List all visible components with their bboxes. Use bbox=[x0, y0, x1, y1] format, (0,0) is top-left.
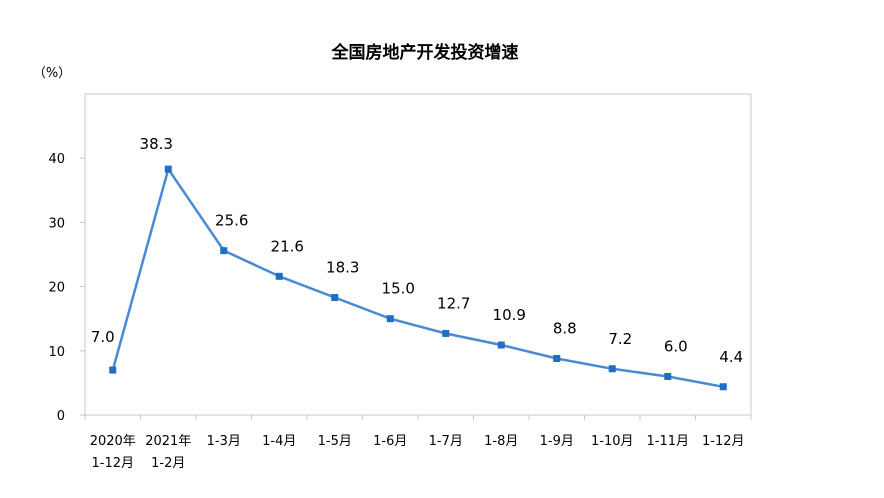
data-point-marker bbox=[608, 365, 616, 373]
y-tick-label: 0 bbox=[57, 409, 65, 424]
x-tick-label: 1-8月 bbox=[484, 434, 518, 449]
data-markers bbox=[109, 165, 727, 391]
x-tick-label: 1-6月 bbox=[373, 434, 407, 449]
data-point-marker bbox=[442, 329, 450, 337]
x-tick-label: 1-12月 bbox=[702, 434, 745, 449]
chart-title: 全国房地产开发投资增速 bbox=[331, 42, 519, 63]
data-label: 6.0 bbox=[664, 337, 688, 355]
data-label: 25.6 bbox=[215, 212, 248, 230]
data-point-marker bbox=[164, 165, 172, 173]
x-tick-label: 2020年 bbox=[90, 434, 136, 449]
y-axis-label: （%） bbox=[33, 66, 71, 81]
data-point-marker bbox=[719, 383, 727, 391]
x-tick-label: 1-7月 bbox=[429, 434, 463, 449]
data-label: 12.7 bbox=[437, 294, 470, 312]
data-point-marker bbox=[109, 366, 117, 374]
data-label: 8.8 bbox=[553, 320, 577, 338]
x-tick-label: 1-12月 bbox=[91, 456, 134, 471]
y-tick-label: 20 bbox=[48, 281, 65, 296]
data-point-marker bbox=[553, 355, 561, 363]
data-labels: 7.0 38.3 25.6 21.6 18.3 15.0 12.7 10.9 8.8 7.2 6.0… bbox=[91, 135, 743, 366]
x-tick-label: 1-2月 bbox=[151, 456, 185, 471]
data-label: 38.3 bbox=[140, 135, 173, 153]
x-tick-label: 1-4月 bbox=[262, 434, 296, 449]
x-tick-label: 1-11月 bbox=[646, 434, 689, 449]
data-label: 7.0 bbox=[91, 328, 115, 346]
x-tick-label: 1-10月 bbox=[591, 434, 634, 449]
x-tick-label: 2021年 bbox=[145, 434, 191, 449]
data-label: 18.3 bbox=[326, 259, 359, 277]
x-tick-label: 1-3月 bbox=[207, 434, 241, 449]
data-point-marker bbox=[664, 372, 672, 380]
data-label: 21.6 bbox=[271, 237, 304, 255]
y-axis: 0 10 20 30 40 bbox=[48, 152, 85, 424]
data-point-marker bbox=[220, 247, 228, 255]
data-point-marker bbox=[331, 294, 339, 302]
data-point-marker bbox=[497, 341, 505, 349]
y-tick-label: 10 bbox=[48, 345, 65, 360]
data-point-marker bbox=[386, 315, 394, 323]
series-line bbox=[111, 167, 724, 389]
x-tick-label: 1-5月 bbox=[318, 434, 352, 449]
data-label: 7.2 bbox=[608, 330, 632, 348]
x-axis: 2020年 1-12月 2021年 1-2月 1-3月 1-4月 1-5月 1-6月 1-7月 1… bbox=[84, 415, 752, 471]
y-tick-label: 40 bbox=[48, 152, 65, 167]
plot-area-frame bbox=[84, 93, 752, 416]
data-label: 10.9 bbox=[493, 306, 526, 324]
x-tick-label: 1-9月 bbox=[540, 434, 574, 449]
data-label: 4.4 bbox=[719, 348, 743, 366]
y-tick-label: 30 bbox=[48, 216, 65, 231]
data-label: 15.0 bbox=[382, 280, 415, 298]
data-point-marker bbox=[275, 272, 283, 280]
